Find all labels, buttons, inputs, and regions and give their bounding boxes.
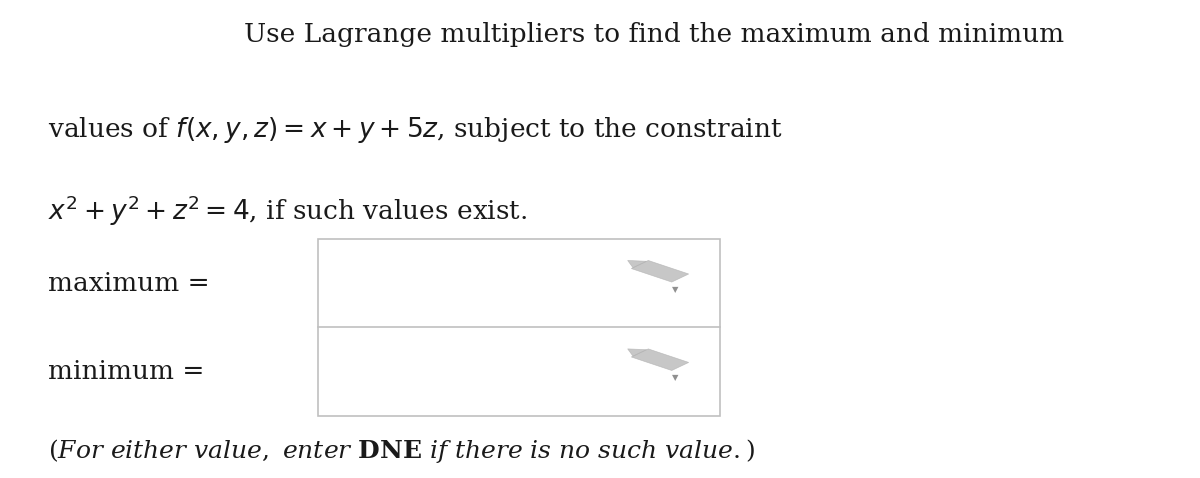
Polygon shape <box>628 349 647 356</box>
Text: ▼: ▼ <box>672 373 679 382</box>
Text: $x^2 + y^2 + z^2 = 4$, if such values exist.: $x^2 + y^2 + z^2 = 4$, if such values ex… <box>48 194 527 228</box>
Text: values of $f(x, y, z) = x + y + 5z$, subject to the constraint: values of $f(x, y, z) = x + y + 5z$, sub… <box>48 115 782 145</box>
Polygon shape <box>631 349 689 370</box>
Text: minimum =: minimum = <box>48 359 204 384</box>
Text: maximum =: maximum = <box>48 271 210 296</box>
Text: Use Lagrange multipliers to find the maximum and minimum: Use Lagrange multipliers to find the max… <box>244 22 1064 46</box>
Bar <box>318 239 720 416</box>
Polygon shape <box>631 261 689 282</box>
Polygon shape <box>628 261 647 268</box>
Text: ▼: ▼ <box>672 285 679 294</box>
Text: $(For\ either\ value,\ enter\ \mathbf{DNE}\ if\ there\ is\ no\ such\ value.)$: $(For\ either\ value,\ enter\ \mathbf{DN… <box>48 437 755 466</box>
